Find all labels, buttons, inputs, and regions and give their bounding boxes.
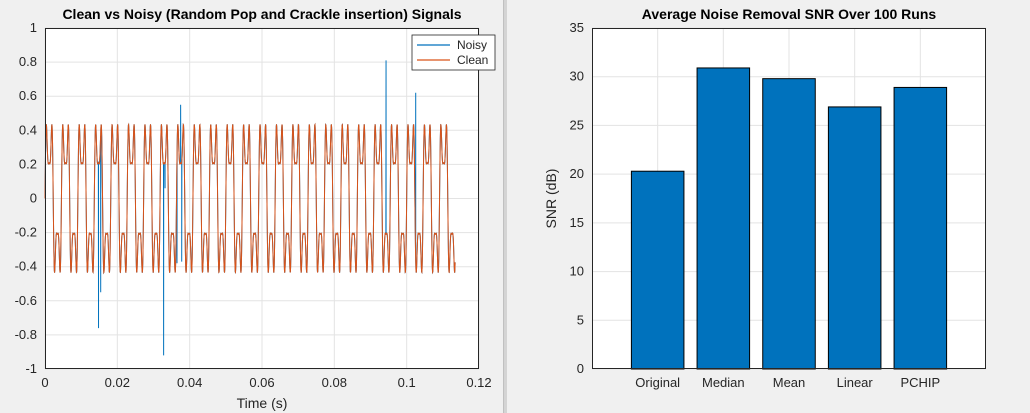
y-tick-label: 0.4 bbox=[19, 122, 37, 137]
y-tick-label: 0 bbox=[577, 361, 584, 376]
y-tick-label: 15 bbox=[570, 215, 584, 230]
x-tick-label: 0.12 bbox=[466, 375, 491, 390]
y-tick-label: -0.2 bbox=[15, 225, 37, 240]
bar-linear bbox=[827, 106, 882, 370]
bar-pchip bbox=[893, 86, 948, 370]
x-tick-label: 0.1 bbox=[398, 375, 416, 390]
plot-box bbox=[592, 28, 986, 369]
x-tick-label: Median bbox=[702, 375, 745, 390]
x-tick-label: Original bbox=[635, 375, 680, 390]
legend-box bbox=[411, 34, 496, 71]
x-tick-label: 0 bbox=[41, 375, 48, 390]
y-tick-label: 35 bbox=[570, 20, 584, 35]
chart-title: Clean vs Noisy (Random Pop and Crackle i… bbox=[62, 6, 461, 22]
y-tick-label: 0 bbox=[30, 191, 37, 206]
y-tick-label: 30 bbox=[570, 69, 584, 84]
signal-line-chart: 0 0.02 0.04 0.06 0.08 0.1 0.12 1 0.8 0.6 0.4 0.2 0 -0… bbox=[15, 6, 496, 411]
y-tick-label: -0.8 bbox=[15, 327, 37, 342]
y-tick-label: 0.2 bbox=[19, 156, 37, 171]
x-tick-label: 0.06 bbox=[249, 375, 274, 390]
plot-box bbox=[45, 28, 479, 369]
y-tick-label: 1 bbox=[30, 20, 37, 35]
legend-label: Noisy bbox=[457, 38, 487, 52]
y-tick-label: -1 bbox=[25, 361, 37, 376]
y-tick-label: 5 bbox=[577, 312, 584, 327]
y-tick-label: 20 bbox=[570, 166, 584, 181]
figure-divider bbox=[503, 0, 507, 413]
x-tick-label: PCHIP bbox=[900, 375, 940, 390]
x-tick-label: 0.08 bbox=[322, 375, 347, 390]
x-tick-label: Linear bbox=[837, 375, 874, 390]
snr-bar-chart: 0 5 10 15 20 25 30 35 Original Median Mean Linear PC… bbox=[543, 6, 986, 390]
x-tick-label: 0.02 bbox=[105, 375, 130, 390]
y-tick-label: -0.6 bbox=[15, 293, 37, 308]
y-tick-label: 0.6 bbox=[19, 88, 37, 103]
chart-title: Average Noise Removal SNR Over 100 Runs bbox=[642, 6, 937, 22]
x-tick-label: 0.04 bbox=[177, 375, 202, 390]
y-tick-label: 10 bbox=[570, 264, 584, 279]
y-tick-label: 0.8 bbox=[19, 54, 37, 69]
y-tick-label: -0.4 bbox=[15, 259, 37, 274]
legend-label: Clean bbox=[457, 53, 488, 67]
y-tick-label: 25 bbox=[570, 117, 584, 132]
bar-median bbox=[696, 67, 751, 370]
x-tick-label: Mean bbox=[773, 375, 806, 390]
series-line-clean bbox=[44, 122, 456, 275]
bar-mean bbox=[762, 78, 816, 370]
x-axis-title: Time (s) bbox=[237, 395, 288, 411]
y-axis-title: SNR (dB) bbox=[543, 169, 559, 229]
bar-original bbox=[630, 170, 685, 370]
